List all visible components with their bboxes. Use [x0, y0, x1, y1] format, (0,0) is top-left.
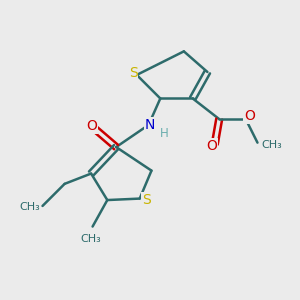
Text: S: S [142, 193, 151, 207]
Text: O: O [206, 139, 217, 153]
Text: S: S [129, 66, 138, 80]
Text: CH₃: CH₃ [81, 234, 101, 244]
Text: CH₃: CH₃ [261, 140, 282, 150]
Text: N: N [145, 118, 155, 132]
Text: H: H [160, 127, 168, 140]
Text: O: O [87, 119, 98, 133]
Text: CH₃: CH₃ [20, 202, 40, 212]
Text: O: O [244, 109, 255, 123]
